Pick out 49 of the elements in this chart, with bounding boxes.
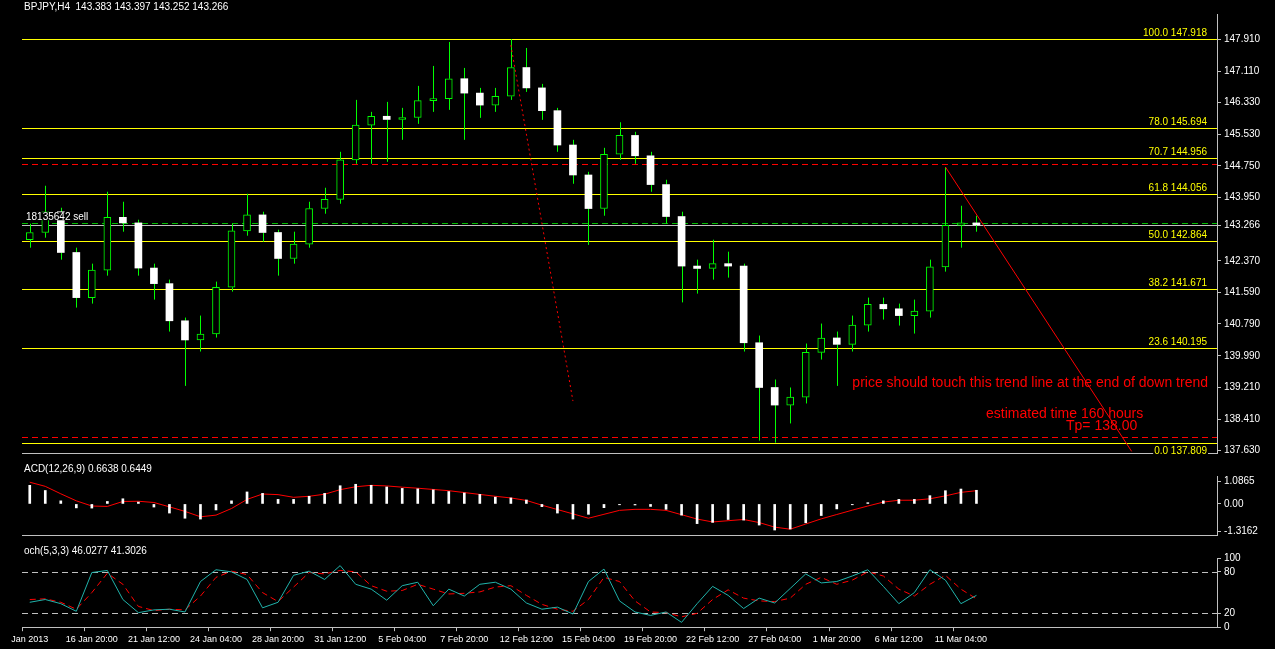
x-tick-label: 19 Feb 20:00: [624, 634, 678, 645]
y-tick-label: 139.990: [1224, 349, 1261, 361]
y-tick-label: 0.00: [1224, 497, 1244, 509]
x-tick-label: 1 Mar 20:00: [812, 634, 861, 645]
x-tick-label: 12 Feb 12:00: [499, 634, 553, 645]
x-tick-label: Jan 2013: [11, 634, 49, 645]
ref-line-label: 50.0 142.864: [1148, 229, 1208, 241]
y-tick-label: 147.910: [1224, 33, 1261, 45]
ref-line-label: 38.2 141.671: [1148, 276, 1208, 288]
y-tick-label: 142.370: [1224, 254, 1261, 266]
y-tick-label: 100: [1224, 551, 1242, 563]
y-tick-label: 1.0865: [1224, 475, 1256, 487]
y-tick-label: 137.630: [1224, 443, 1261, 455]
x-tick-label: 24 Jan 04:00: [189, 634, 243, 645]
x-tick-label: 16 Jan 20:00: [65, 634, 118, 645]
ref-line-label: 70.7 144.956: [1148, 145, 1208, 157]
x-tick-label: 28 Jan 20:00: [252, 634, 305, 645]
x-tick-label: 31 Jan 12:00: [314, 634, 367, 645]
x-tick-label: 7 Feb 20:00: [440, 634, 489, 645]
y-tick-label: 143.950: [1224, 191, 1261, 203]
chart-title: BPJPY,H4 143.383 143.397 143.252 143.266: [24, 0, 229, 12]
y-tick-label: 140.790: [1224, 317, 1261, 329]
y-tick-label: 141.590: [1224, 285, 1261, 297]
ref-line-label: 61.8 144.056: [1148, 181, 1208, 193]
y-tick-label: 144.750: [1224, 159, 1261, 171]
y-tick-label: -1.3162: [1224, 524, 1259, 536]
y-tick-label: 138.410: [1224, 412, 1261, 424]
x-tick-label: 27 Feb 04:00: [748, 634, 802, 645]
y-tick-label: 139.210: [1224, 380, 1261, 392]
y-tick-label: 0: [1224, 620, 1230, 632]
y-tick-label: 145.530: [1224, 128, 1261, 140]
x-tick-label: 21 Jan 12:00: [127, 634, 180, 645]
ref-line-label: 78.0 145.694: [1148, 116, 1208, 128]
ref-line-label: 0.0 137.809: [1154, 445, 1208, 457]
y-tick-label: 80: [1224, 565, 1236, 577]
x-tick-label: 11 Mar 04:00: [934, 634, 988, 645]
ref-line-label: 100.0 147.918: [1143, 27, 1208, 39]
y-tick-label: 147.110: [1224, 65, 1260, 77]
x-tick-label: 5 Feb 04:00: [378, 634, 427, 645]
x-tick-label: 15 Feb 04:00: [561, 634, 615, 645]
y-tick-label: 20: [1224, 607, 1236, 619]
y-tick-label: 143.266: [1224, 218, 1261, 230]
x-tick-label: 22 Feb 12:00: [686, 634, 740, 645]
chart-title: och(5,3,3) 46.0277 41.3026: [24, 544, 148, 556]
x-tick-label: 6 Mar 12:00: [874, 634, 923, 645]
ref-line-label: 23.6 140.195: [1148, 335, 1208, 347]
ref-line-label: 18135642 sell: [26, 211, 89, 223]
y-tick-label: 146.330: [1224, 96, 1261, 108]
chart-title: ACD(12,26,9) 0.6638 0.6449: [24, 462, 153, 474]
